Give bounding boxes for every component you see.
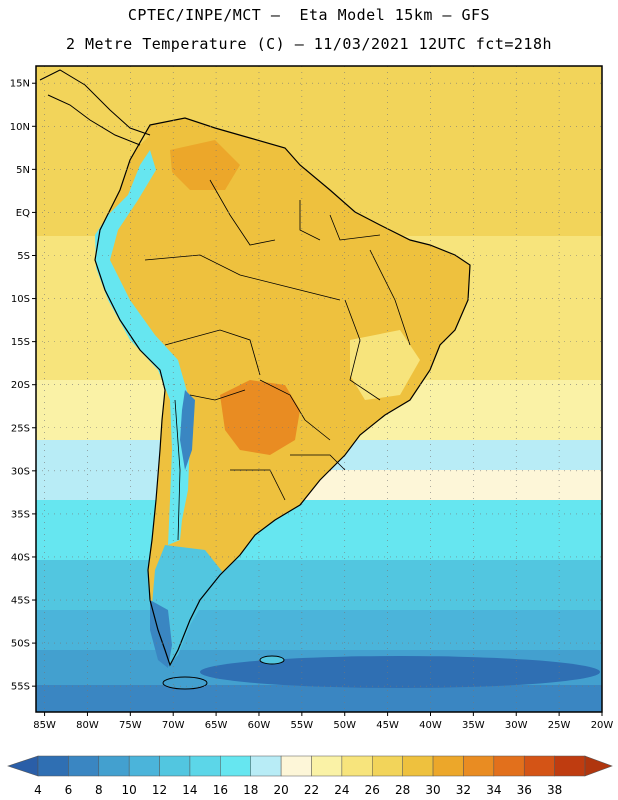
colorbar-swatch <box>372 755 403 777</box>
colorbar-level-label: 20 <box>273 783 288 797</box>
colorbar-swatch <box>311 755 343 777</box>
colorbar-swatch <box>159 755 191 777</box>
colorbar-level-label: 14 <box>182 783 197 797</box>
colorbar-swatch <box>37 755 69 777</box>
colorbar-swatch <box>493 755 525 777</box>
colorbar-swatch <box>98 755 130 777</box>
colorbar <box>7 755 613 777</box>
andes-cool-strip <box>95 150 190 545</box>
colorbar-under-arrow <box>7 755 39 777</box>
cold-band-2 <box>36 685 602 712</box>
central-america-land <box>40 70 150 145</box>
lon-tick-label: 35W <box>462 720 485 731</box>
cool-highlands-east <box>350 330 420 400</box>
colorbar-level-label: 4 <box>34 783 42 797</box>
temperature-field <box>36 66 602 712</box>
colorbar-swatch <box>402 755 434 777</box>
colorbar-level-label: 16 <box>213 783 228 797</box>
lat-tick-label: 25S <box>11 423 30 434</box>
lat-tick-label: 5S <box>17 251 30 262</box>
colorbar-level-label: 6 <box>65 783 73 797</box>
lon-tick-label: 55W <box>291 720 314 731</box>
colorbar-swatch <box>432 755 464 777</box>
colorbar-swatch <box>463 755 495 777</box>
colorbar-labels: 4 6 8 10 12 14 16 18 20 22 24 26 28 30 32 34 36 38 <box>34 783 562 797</box>
lon-tick-label: 30W <box>505 720 528 731</box>
title-line-2: 2 Metre Temperature (C) – 11/03/2021 12U… <box>65 35 553 53</box>
hot-region-north <box>170 140 240 190</box>
lon-tick-label: 70W <box>162 720 185 731</box>
lat-tick-label: 10S <box>11 294 30 305</box>
colorbar-swatch <box>250 755 282 777</box>
colorbar-level-label: 28 <box>395 783 410 797</box>
andes-cold-core <box>180 390 195 470</box>
lat-tick-label: 40S <box>11 552 30 563</box>
patagonia-cold <box>150 600 172 668</box>
coastline <box>94 117 471 667</box>
hot-region <box>220 380 300 455</box>
central-america-coast <box>39 69 151 146</box>
lon-tick-label: 85W <box>33 720 56 731</box>
colorbar-level-label: 24 <box>334 783 349 797</box>
lon-tick-label: 45W <box>376 720 399 731</box>
colorbar-level-label: 32 <box>456 783 471 797</box>
lon-tick-label: 60W <box>248 720 271 731</box>
cool-band-2 <box>36 500 602 560</box>
cool-band-3 <box>36 560 602 610</box>
colorbar-swatch <box>341 755 373 777</box>
title-line-1: CPTEC/INPE/MCT – Eta Model 15km – GFS <box>127 6 491 24</box>
map-frame <box>35 65 603 713</box>
longitude-labels: 85W 80W 75W 70W 65W 60W 55W 50W 45W 40W 35W 30W 25W 2… <box>33 712 613 731</box>
colorbar-level-label: 10 <box>122 783 137 797</box>
colorbar-level-label: 36 <box>517 783 532 797</box>
colorbar-level-label: 34 <box>486 783 501 797</box>
colorbar-swatch <box>189 755 221 777</box>
lon-tick-label: 50W <box>333 720 356 731</box>
lat-tick-label: 55S <box>11 682 30 693</box>
lon-tick-label: 80W <box>76 720 99 731</box>
lat-tick-label: 35S <box>11 509 30 520</box>
colorbar-swatch <box>554 755 586 777</box>
lat-tick-label: 50S <box>11 639 30 650</box>
colorbar-swatch <box>220 755 251 777</box>
colorbar-swatch <box>68 755 100 777</box>
lat-tick-label: 20S <box>11 380 30 391</box>
lat-tick-label: 30S <box>11 466 30 477</box>
colorbar-level-label: 22 <box>304 783 319 797</box>
graticule <box>36 66 603 712</box>
colorbar-level-label: 38 <box>547 783 562 797</box>
lat-tick-label: 15N <box>10 79 30 90</box>
lon-tick-label: 40W <box>419 720 442 731</box>
tierra-del-fuego <box>162 676 208 690</box>
colorbar-level-label: 12 <box>152 783 167 797</box>
lon-tick-label: 20W <box>591 720 614 731</box>
colorbar-over-arrow <box>584 755 613 777</box>
cool-band-4 <box>36 610 602 650</box>
country-borders <box>144 179 411 541</box>
lat-tick-label: EQ <box>16 208 30 219</box>
cold-pool <box>200 656 600 688</box>
colorbar-swatch <box>280 755 312 777</box>
colorbar-level-label: 8 <box>95 783 103 797</box>
lon-tick-label: 75W <box>119 720 142 731</box>
lat-tick-label: 5N <box>16 165 30 176</box>
falkland-islands <box>259 655 285 665</box>
lat-tick-label: 45S <box>11 596 30 607</box>
colorbar-swatch <box>128 755 160 777</box>
lat-tick-label: 10N <box>10 122 30 133</box>
colorbar-level-label: 18 <box>243 783 258 797</box>
colorbar-level-label: 30 <box>425 783 440 797</box>
latitude-labels: 15N 10N 5N EQ 5S 10S 15S 20S 25S 30S 35S 40S 45S 50S 5… <box>10 79 36 693</box>
colorbar-level-label: 26 <box>365 783 380 797</box>
lon-tick-label: 25W <box>548 720 571 731</box>
lon-tick-label: 65W <box>205 720 228 731</box>
colorbar-swatch <box>523 755 555 777</box>
lat-tick-label: 15S <box>11 337 30 348</box>
